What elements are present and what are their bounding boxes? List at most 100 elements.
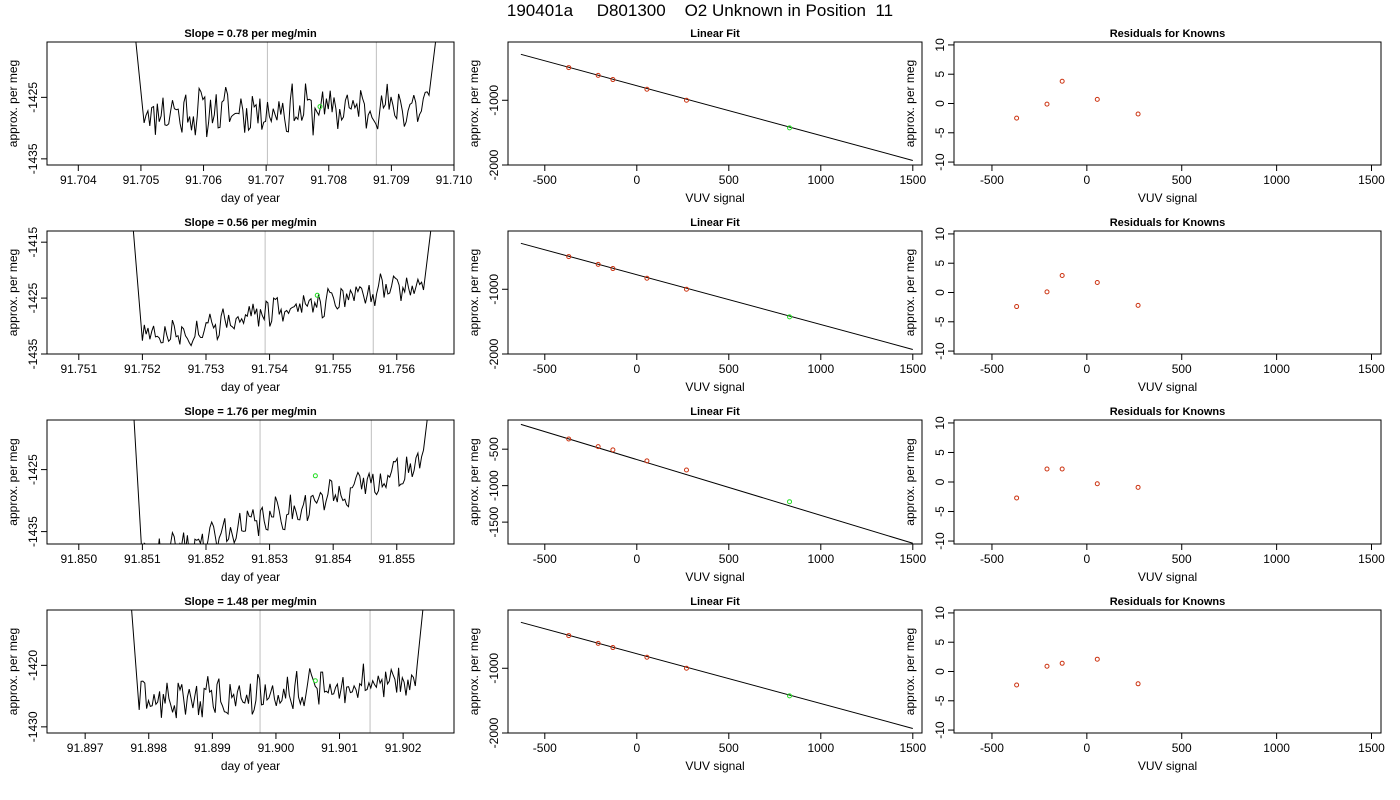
known-point (1014, 304, 1020, 310)
plot-area (520, 621, 913, 729)
x-tick-label: 91.852 (188, 552, 225, 566)
x-tick-label: 91.751 (60, 362, 97, 376)
x-tick-label: 91.898 (130, 741, 167, 755)
known-point (595, 261, 601, 267)
unknown-marker (312, 473, 318, 479)
x-axis-label: VUV signal (685, 191, 744, 205)
trace-line (131, 610, 424, 719)
x-tick-label: 91.901 (321, 741, 358, 755)
panel-3-2: Linear Fit -500 0 500 1000 1500 -500 -1000 -1500… (467, 406, 926, 584)
x-tick-label: 91.897 (67, 741, 104, 755)
x-tick-label: -500 (533, 741, 557, 755)
panel-2-3: Residuals for Knowns -500 0 500 1000 1500 -10 -… (903, 217, 1385, 394)
y-tick-label: -1425 (26, 454, 40, 485)
plot-area (133, 420, 428, 544)
panel-2-1: Slope = 0.56 per meg/min 91.751 91.752 91.7… (6, 217, 455, 394)
y-tick-label: -1500 (487, 506, 501, 537)
known-point (1014, 115, 1020, 121)
x-tick-label: 0 (1084, 362, 1091, 376)
panel-title: Slope = 0.78 per meg/min (184, 28, 317, 40)
known-point (1059, 78, 1065, 84)
y-tick-label: -2000 (487, 717, 501, 748)
unknown-point (787, 693, 793, 699)
plot-frame (953, 609, 1382, 734)
panel-title: Slope = 0.56 per meg/min (184, 217, 317, 229)
y-tick-label: -1435 (26, 338, 40, 369)
x-tick-label: -500 (980, 552, 1004, 566)
x-tick-label: 1500 (1358, 173, 1385, 187)
known-point (566, 633, 572, 639)
x-tick-label: 1000 (1263, 552, 1290, 566)
y-tick-label: 0 (933, 289, 947, 296)
y-tick-label: -1000 (487, 653, 501, 684)
y-tick-label: -1430 (26, 711, 40, 742)
y-tick-label: 10 (933, 416, 947, 430)
y-tick-label: 0 (933, 100, 947, 107)
x-tick-label: 91.753 (188, 362, 225, 376)
known-point (1059, 273, 1065, 279)
unknown-marker (312, 678, 318, 684)
known-point (595, 72, 601, 78)
known-point (644, 86, 650, 92)
y-tick-label: 0 (933, 668, 947, 675)
known-point (1094, 656, 1100, 662)
x-tick-label: 1500 (1358, 741, 1385, 755)
x-tick-label: 91.902 (385, 741, 422, 755)
x-tick-label: -500 (533, 362, 557, 376)
known-point (595, 444, 601, 450)
x-axis-label: VUV signal (1138, 191, 1197, 205)
y-tick-label: -1435 (26, 516, 40, 547)
panel-title: Residuals for Knowns (1110, 596, 1226, 608)
y-axis-label: approx. per meg (903, 438, 917, 525)
x-tick-label: -500 (533, 173, 557, 187)
plot-frame (507, 609, 923, 734)
x-tick-label: 500 (1172, 741, 1192, 755)
unknown-marker (317, 104, 323, 110)
x-tick-label: 1000 (807, 362, 834, 376)
y-tick-label: -10 (933, 153, 947, 171)
x-tick-label: 91.900 (258, 741, 295, 755)
x-tick-label: 1500 (1358, 362, 1385, 376)
panel-title: Slope = 1.76 per meg/min (184, 406, 317, 418)
x-tick-label: 91.853 (251, 552, 288, 566)
known-point (1135, 302, 1141, 308)
panel-title: Linear Fit (690, 217, 740, 229)
y-axis-label: approx. per meg (467, 60, 481, 147)
known-point (610, 77, 616, 83)
y-tick-label: -10 (933, 342, 947, 360)
x-axis-label: VUV signal (685, 380, 744, 394)
known-point (610, 645, 616, 651)
x-tick-label: 1000 (807, 741, 834, 755)
plot-frame (953, 419, 1382, 545)
known-point (644, 458, 650, 464)
y-tick-label: 10 (933, 38, 947, 52)
x-tick-label: 1500 (899, 552, 926, 566)
x-tick-label: 91.855 (378, 552, 415, 566)
x-tick-label: 0 (1084, 552, 1091, 566)
known-point (1044, 289, 1050, 295)
plot-frame (507, 419, 923, 545)
unknown-point (787, 314, 793, 320)
y-axis-label: approx. per meg (6, 438, 20, 525)
y-tick-label: -10 (933, 721, 947, 739)
x-axis-label: VUV signal (1138, 759, 1197, 773)
known-point (1059, 466, 1065, 472)
x-tick-label: 1000 (807, 173, 834, 187)
y-tick-label: 0 (933, 478, 947, 485)
y-tick-label: 10 (933, 606, 947, 620)
x-tick-label: 91.709 (373, 173, 410, 187)
known-point (1044, 466, 1050, 472)
x-axis-label: VUV signal (685, 570, 744, 584)
plot-frame (953, 41, 1382, 166)
known-point (683, 467, 689, 473)
y-tick-label: -10 (933, 532, 947, 550)
x-tick-label: -500 (533, 552, 557, 566)
y-tick-label: 10 (933, 227, 947, 241)
panel-title: Linear Fit (690, 28, 740, 40)
panel-1-1: Slope = 0.78 per meg/min 91.704 91.705 91.7… (6, 28, 473, 205)
known-point (1044, 663, 1050, 669)
y-axis-label: approx. per meg (903, 628, 917, 715)
fit-line (520, 242, 913, 350)
x-tick-label: 91.899 (194, 741, 231, 755)
